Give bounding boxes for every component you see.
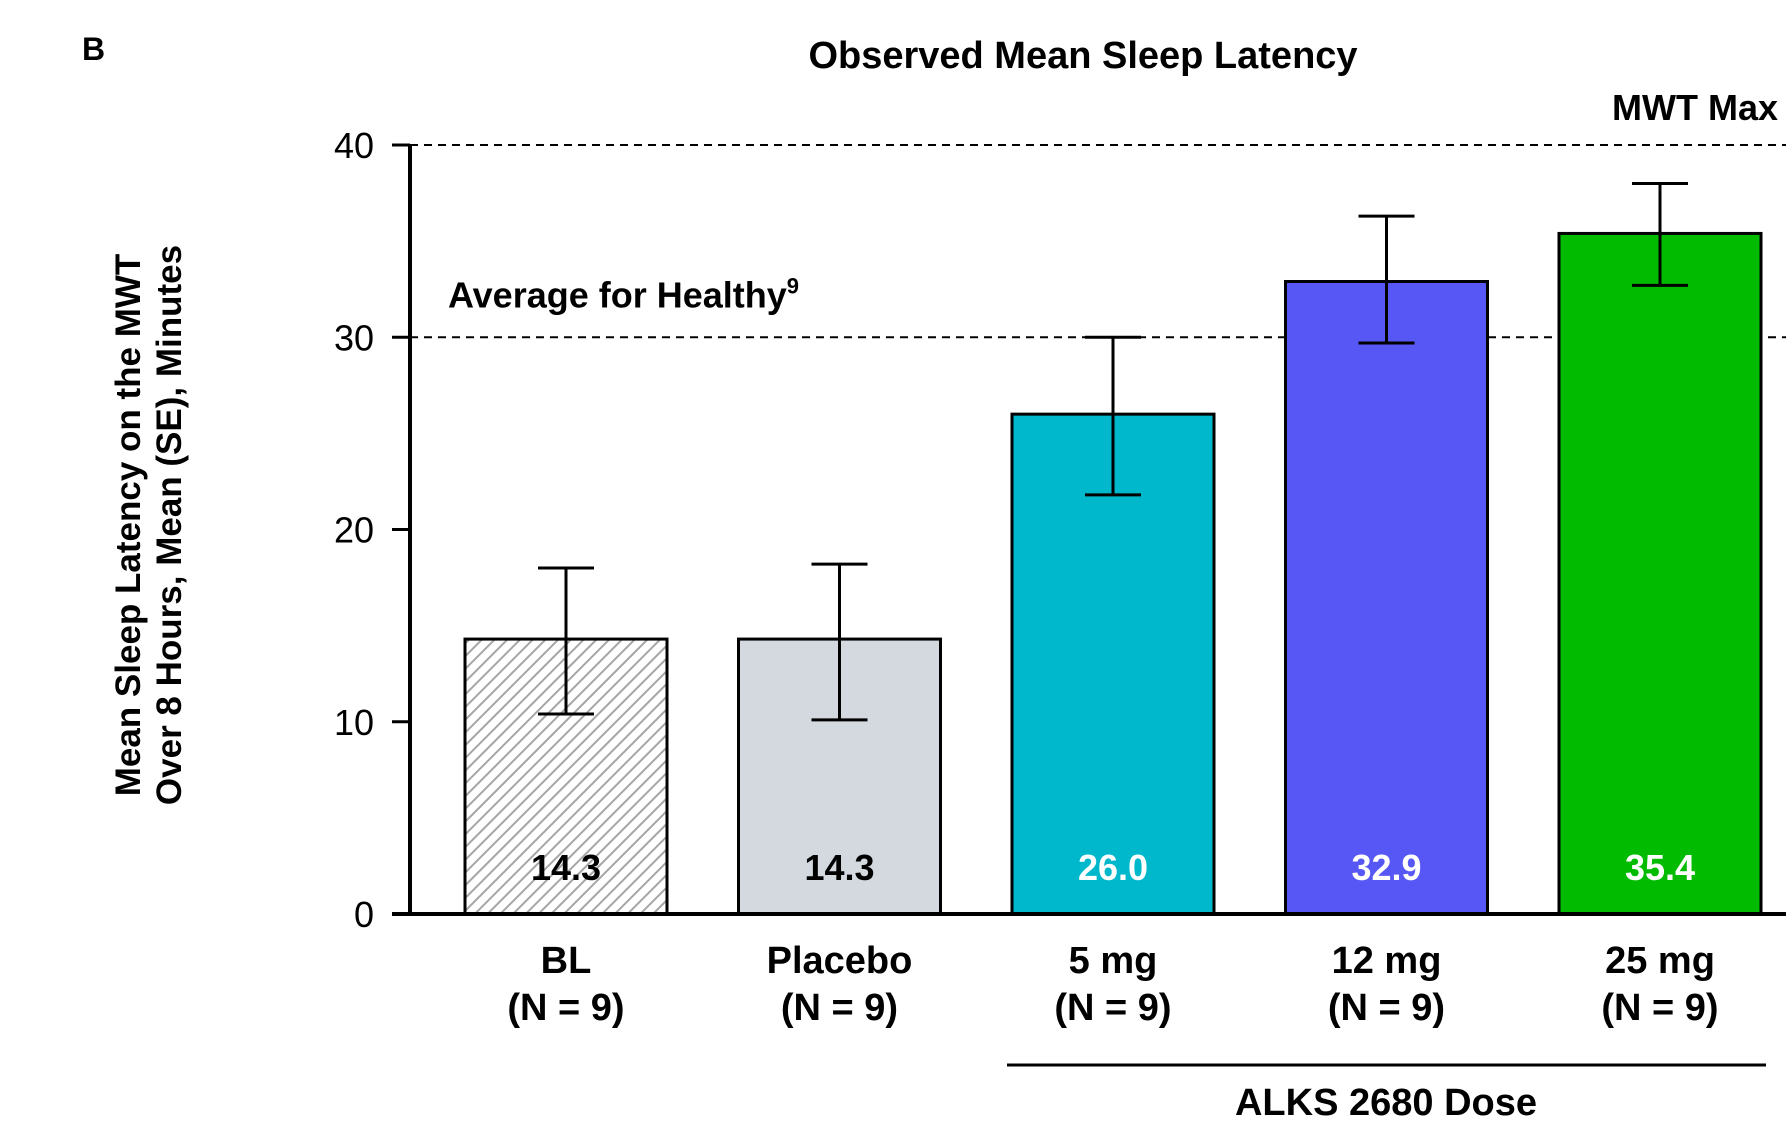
- y-axis-label: Mean Sleep Latency on the MWT Over 8 Hou…: [109, 245, 189, 805]
- bar-value-label: 26.0: [1078, 847, 1148, 888]
- reference-line-label: Average for Healthy9: [448, 273, 799, 315]
- x-tick-n-label: (N = 9): [1054, 987, 1171, 1029]
- x-tick-n-label: (N = 9): [1328, 987, 1445, 1029]
- chart-title: Observed Mean Sleep Latency: [808, 35, 1357, 77]
- x-tick-label: 12 mg: [1332, 940, 1442, 982]
- panel-label: B: [82, 31, 105, 67]
- x-tick-n-label: (N = 9): [781, 987, 898, 1029]
- value-labels: 14.3 14.3 26.0 32.9 35.4: [531, 847, 1695, 888]
- x-tick-label: BL: [541, 940, 592, 982]
- bar: [1284, 279, 1489, 916]
- y-axis-label-line-1: Mean Sleep Latency on the MWT: [109, 254, 148, 797]
- reference-line-label: MWT Max: [1612, 87, 1778, 128]
- bar-value-label: 14.3: [804, 847, 874, 888]
- x-tick-n-label: (N = 9): [1601, 987, 1718, 1029]
- bar-value-label: 35.4: [1625, 847, 1695, 888]
- bars: [463, 231, 1763, 916]
- x-tick-label: Placebo: [767, 940, 913, 982]
- y-tick-label: 30: [334, 317, 374, 358]
- bar-value-label: 14.3: [531, 847, 601, 888]
- y-axis: 0 10 20 30 40: [334, 125, 1786, 935]
- y-tick-label: 0: [354, 894, 374, 935]
- x-tick-label: 25 mg: [1605, 940, 1715, 982]
- y-axis-label-line-2: Over 8 Hours, Mean (SE), Minutes: [150, 245, 189, 805]
- bar-value-label: 32.9: [1351, 847, 1421, 888]
- y-tick-label: 20: [334, 510, 374, 551]
- x-axis-labels: BL (N = 9) Placebo (N = 9) 5 mg (N = 9) 12 mg (…: [507, 940, 1718, 1029]
- error-bars: [538, 181, 1688, 722]
- reference-line-footnote: 9: [787, 273, 799, 298]
- y-tick-label: 10: [334, 702, 374, 743]
- x-tick-n-label: (N = 9): [507, 987, 624, 1029]
- y-tick-label: 40: [334, 125, 374, 166]
- dose-group-label: ALKS 2680 Dose: [1235, 1082, 1537, 1123]
- x-tick-label: 5 mg: [1069, 940, 1158, 982]
- bar: [1557, 231, 1763, 916]
